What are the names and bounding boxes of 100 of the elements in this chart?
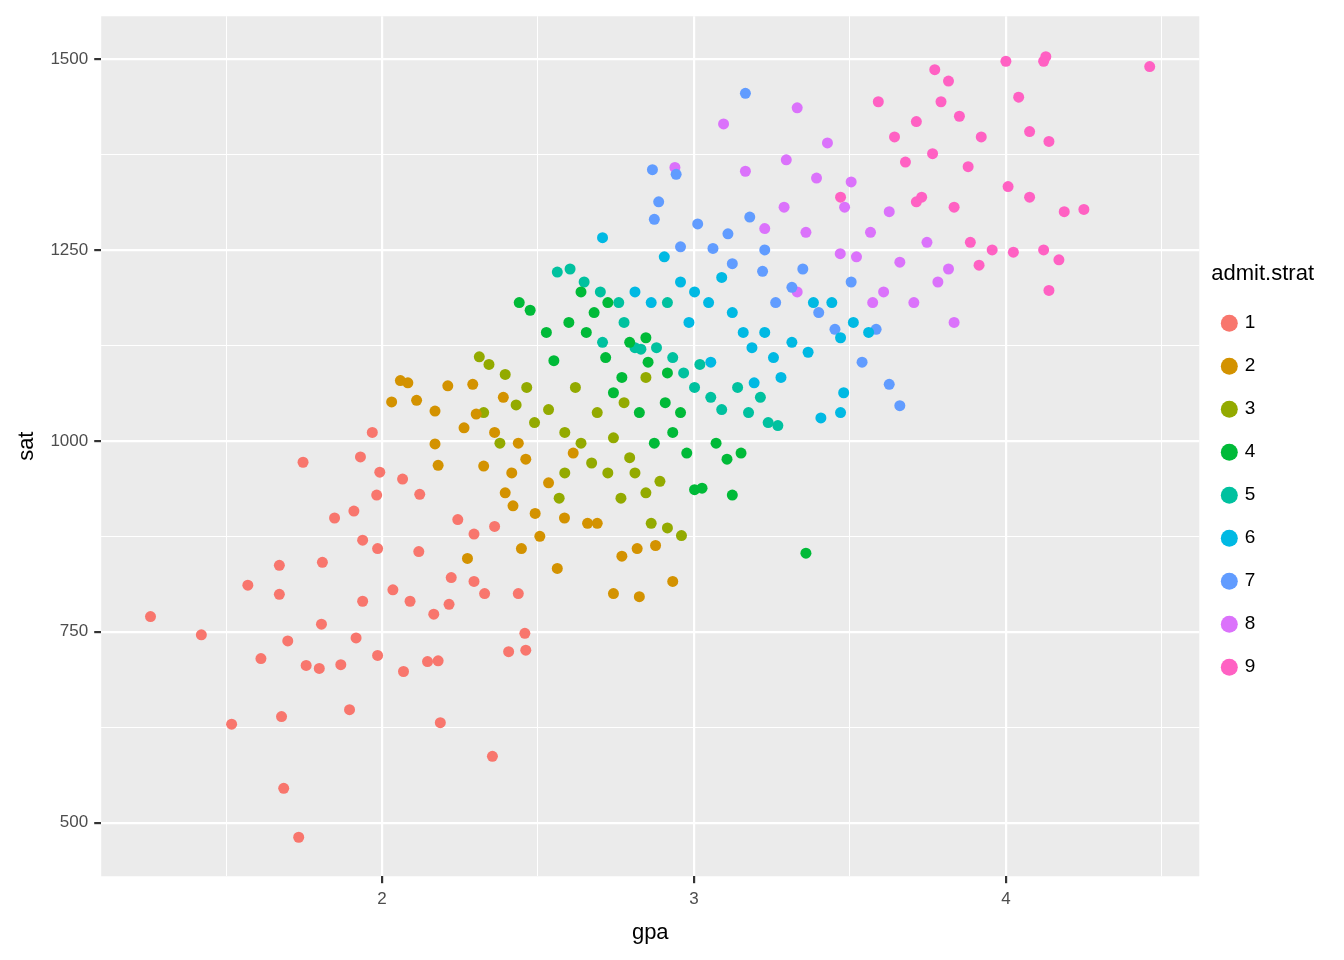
point	[661, 367, 673, 379]
point	[569, 381, 581, 393]
point	[145, 611, 157, 623]
point	[650, 539, 662, 551]
point	[329, 512, 341, 524]
point	[520, 644, 532, 656]
point	[786, 281, 798, 293]
point	[767, 352, 779, 364]
point	[658, 251, 670, 263]
x-tick-label: 3	[689, 889, 699, 909]
point	[670, 168, 682, 180]
point	[921, 236, 933, 248]
point	[759, 244, 771, 256]
point	[315, 618, 327, 630]
point	[344, 704, 356, 716]
point	[503, 646, 515, 658]
legend-label: 5	[1244, 483, 1256, 505]
point	[648, 437, 660, 449]
point	[689, 286, 701, 298]
point	[616, 550, 628, 562]
point	[654, 475, 666, 487]
point	[519, 627, 531, 639]
legend-label: 1	[1244, 311, 1256, 333]
point	[883, 378, 895, 390]
point	[661, 522, 673, 534]
point	[591, 407, 603, 419]
point	[835, 407, 847, 419]
point	[398, 666, 409, 678]
point	[829, 323, 841, 335]
point	[594, 286, 606, 298]
point	[499, 487, 511, 499]
point	[473, 351, 485, 363]
point	[607, 387, 619, 399]
point	[932, 276, 944, 288]
point	[834, 248, 846, 260]
point	[927, 148, 939, 160]
point	[255, 653, 267, 665]
point	[575, 286, 587, 298]
point	[689, 381, 701, 393]
point	[726, 258, 738, 270]
y-tick-label: 1250	[50, 239, 89, 259]
point	[483, 358, 495, 370]
point	[739, 87, 751, 99]
point	[226, 718, 238, 730]
point	[762, 417, 774, 429]
point	[935, 96, 947, 108]
point	[372, 649, 384, 661]
point	[705, 356, 717, 368]
point	[746, 342, 758, 354]
point	[470, 408, 482, 420]
point	[675, 407, 687, 419]
point	[478, 460, 490, 472]
point	[618, 397, 630, 409]
point	[278, 782, 290, 794]
point	[629, 286, 641, 298]
point	[316, 556, 328, 568]
point	[675, 530, 687, 542]
legend-label: 9	[1244, 655, 1256, 677]
point	[452, 514, 464, 526]
point	[826, 297, 838, 309]
point	[867, 297, 879, 309]
point	[815, 412, 827, 424]
point	[402, 377, 414, 389]
point	[467, 378, 479, 390]
point	[588, 307, 600, 319]
point	[513, 297, 525, 309]
legend-label: 6	[1244, 526, 1256, 548]
point	[479, 588, 491, 600]
point	[242, 579, 254, 591]
point	[703, 297, 715, 309]
point	[564, 263, 576, 275]
point	[929, 64, 941, 76]
point	[348, 505, 360, 517]
point	[667, 575, 679, 587]
point	[759, 223, 771, 235]
point	[726, 307, 738, 319]
point	[567, 447, 579, 459]
point	[366, 426, 378, 438]
point	[1078, 203, 1090, 215]
point	[529, 507, 541, 519]
point	[1058, 206, 1070, 218]
point	[910, 196, 922, 208]
point	[293, 831, 305, 843]
point	[1043, 284, 1055, 296]
x-tick-label: 2	[377, 889, 387, 909]
y-axis-title: sat	[13, 431, 39, 461]
point	[558, 512, 570, 524]
point	[510, 399, 522, 411]
point	[732, 381, 744, 393]
point	[1144, 61, 1156, 73]
point	[335, 659, 347, 671]
point	[726, 489, 738, 501]
point	[707, 242, 719, 254]
point	[667, 426, 679, 438]
point	[580, 326, 592, 338]
point	[642, 356, 654, 368]
point	[497, 391, 509, 403]
point	[791, 102, 803, 114]
point	[883, 206, 895, 218]
point	[461, 552, 473, 564]
